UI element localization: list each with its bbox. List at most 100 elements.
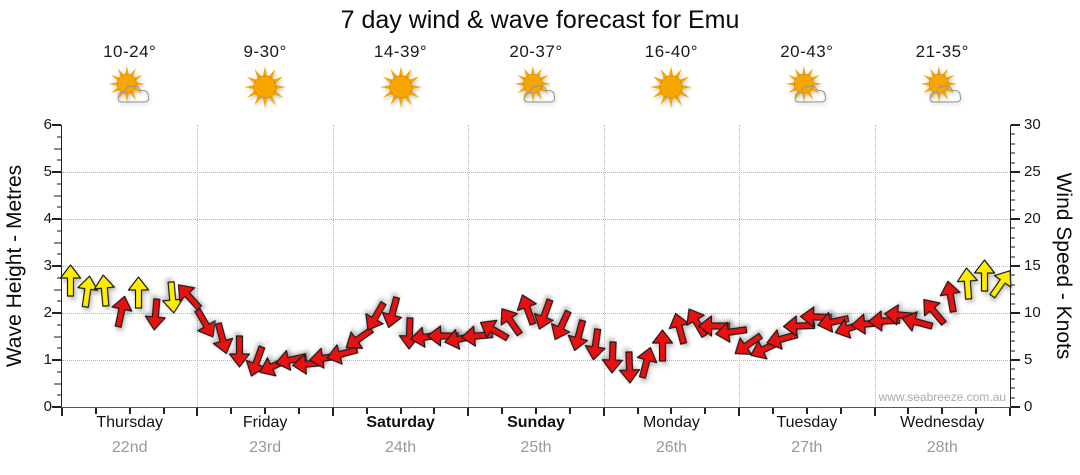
right-axis-tick xyxy=(1011,368,1015,371)
day-name-label: Wednesday xyxy=(900,414,985,431)
right-axis-tick xyxy=(1011,387,1015,390)
left-axis-tick xyxy=(57,370,61,373)
bottom-axis-tick xyxy=(433,408,436,414)
right-axis-tick xyxy=(1011,152,1015,155)
left-axis-tick xyxy=(52,171,61,173)
day-boundary-gridline xyxy=(332,125,334,407)
sun-behind-cloud-icon xyxy=(513,64,559,110)
left-axis-tick-label: 0 xyxy=(43,398,52,415)
day-summary-monday: 16-40° xyxy=(611,42,731,110)
right-axis-tick xyxy=(1011,377,1015,380)
temperature-range-label: 20-37° xyxy=(509,42,563,61)
left-axis-tick xyxy=(54,194,61,197)
left-axis-tick xyxy=(54,335,61,338)
right-axis-tick xyxy=(1011,359,1020,361)
day-summary-wednesday: 21-35° xyxy=(882,42,1002,110)
day-summary-sunday: 20-37° xyxy=(476,42,596,110)
sun-behind-cloud-icon xyxy=(919,64,965,110)
right-axis-tick-label: 10 xyxy=(1024,304,1041,321)
right-axis-tick-label: 30 xyxy=(1024,116,1041,133)
bottom-axis-tick xyxy=(162,408,165,414)
bottom-axis-tick xyxy=(873,408,876,416)
bottom-axis-tick xyxy=(331,408,334,416)
sun-icon xyxy=(242,64,288,110)
day-date-label: 22nd xyxy=(111,439,148,456)
temperature-range-label: 9-30° xyxy=(243,42,287,61)
right-axis-tick xyxy=(1011,180,1015,183)
left-axis-tick xyxy=(54,241,61,244)
left-axis-tick xyxy=(54,288,61,291)
day-date-label: 26th xyxy=(655,439,687,456)
left-axis-tick xyxy=(52,265,61,267)
right-axis-tick xyxy=(1011,340,1015,343)
temperature-range-label: 20-43° xyxy=(780,42,834,61)
right-axis-tick xyxy=(1011,246,1015,249)
right-axis-tick xyxy=(1011,236,1015,239)
bottom-axis-tick xyxy=(1009,408,1011,416)
left-axis-tick-label: 5 xyxy=(43,163,52,180)
day-date-label: 24th xyxy=(384,439,417,456)
day-boundary-gridline xyxy=(468,125,470,407)
bottom-axis-tick xyxy=(805,408,808,414)
left-axis-tick xyxy=(57,159,61,162)
right-axis-line xyxy=(1009,125,1011,408)
left-axis-tick xyxy=(52,312,61,314)
right-axis-title: Wind Speed - Knots xyxy=(1052,172,1075,360)
day-name-label: Monday xyxy=(642,414,700,431)
day-name-label: Thursday xyxy=(96,414,164,431)
bottom-axis-tick xyxy=(602,408,605,416)
bottom-axis-tick xyxy=(907,408,910,414)
left-axis-tick-label: 3 xyxy=(43,257,52,274)
chart-title: 7 day wind & wave forecast for Emu xyxy=(340,6,740,34)
right-axis-tick xyxy=(1011,161,1015,164)
bottom-axis-tick xyxy=(839,408,842,414)
bottom-axis-tick xyxy=(399,408,402,414)
left-axis-tick xyxy=(52,218,61,220)
right-axis-tick xyxy=(1011,218,1020,220)
left-axis-tick xyxy=(52,406,61,408)
right-axis-tick xyxy=(1011,142,1015,145)
right-axis-tick-label: 15 xyxy=(1024,257,1041,274)
left-axis-tick xyxy=(57,347,61,350)
bottom-axis-tick xyxy=(128,408,131,414)
day-boundary-gridline xyxy=(197,125,199,407)
temperature-range-label: 10-24° xyxy=(103,42,157,61)
horizontal-gridline xyxy=(62,219,1010,220)
left-axis-tick xyxy=(57,135,61,138)
left-axis-tick xyxy=(57,206,61,209)
right-axis-tick-label: 0 xyxy=(1024,398,1033,415)
left-axis-tick xyxy=(57,300,61,303)
left-axis-tick xyxy=(54,382,61,385)
day-date-label: 28th xyxy=(926,439,958,456)
bottom-axis-tick xyxy=(298,408,300,414)
bottom-axis-tick xyxy=(196,408,199,416)
left-axis-tick xyxy=(57,323,61,326)
right-axis-tick xyxy=(1011,330,1015,333)
sun-behind-cloud-icon xyxy=(107,64,153,110)
bottom-axis-tick xyxy=(365,408,368,414)
bottom-axis-tick xyxy=(230,408,233,414)
bottom-axis-tick xyxy=(501,408,504,414)
right-axis-tick-label: 20 xyxy=(1024,210,1041,227)
bottom-axis-tick xyxy=(670,408,673,414)
day-summary-friday: 9-30° xyxy=(205,42,325,110)
day-name-label: Tuesday xyxy=(776,414,838,431)
left-axis-tick xyxy=(52,124,61,126)
bottom-axis-tick xyxy=(772,408,774,414)
left-axis-tick-label: 2 xyxy=(43,304,52,321)
left-axis-tick-label: 6 xyxy=(43,116,52,133)
bottom-axis-tick xyxy=(61,408,63,416)
right-axis-tick-label: 25 xyxy=(1024,163,1041,180)
right-axis-tick xyxy=(1011,302,1015,305)
plot-area xyxy=(62,125,1010,407)
left-axis-title: Wave Height - Metres xyxy=(3,164,26,368)
right-axis-tick xyxy=(1011,349,1015,352)
horizontal-gridline xyxy=(62,266,1010,267)
sun-behind-cloud-icon xyxy=(784,64,830,110)
day-name-label: Saturday xyxy=(366,414,435,431)
left-axis-tick-label: 4 xyxy=(43,210,52,227)
day-summary-thursday: 10-24° xyxy=(70,42,190,110)
right-axis-tick xyxy=(1011,274,1015,277)
temperature-range-label: 14-39° xyxy=(373,42,428,61)
